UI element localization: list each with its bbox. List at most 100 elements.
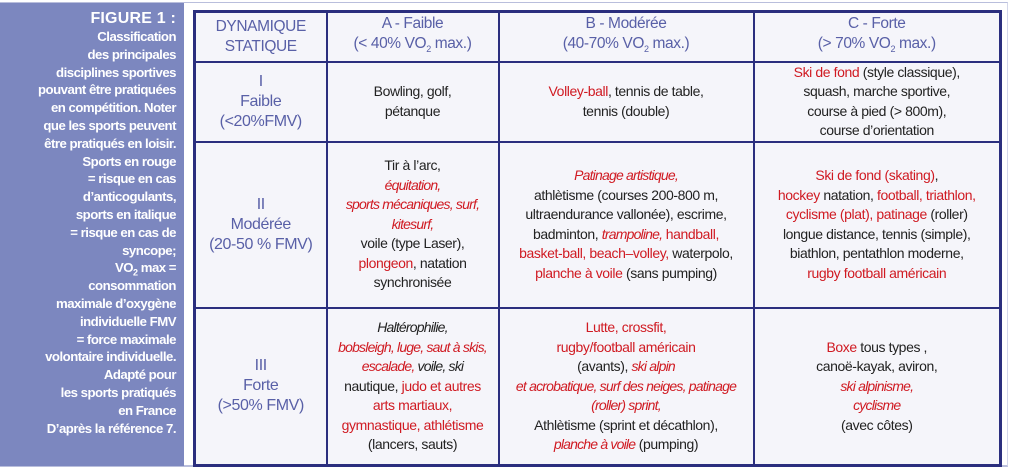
caption-line: en compétition. Noter <box>50 100 177 116</box>
table-cell: Ski de fond (style classique), squash, ma… <box>752 60 1002 143</box>
caption-line: individuelle FMV <box>79 313 177 329</box>
caption-line: d’anticogulants, <box>82 189 177 205</box>
sport-red: escalade, <box>361 358 416 374</box>
text-segment: pétanque <box>384 102 441 119</box>
text-segment: nautique, <box>344 377 402 394</box>
cell-line: cyclisme (plat), patinage (roller) <box>758 205 997 225</box>
sport-red: cyclisme (plat), patinage <box>785 206 927 222</box>
cell-line: canoë-kayak, aviron, <box>758 357 997 377</box>
cell-line: voile (type Laser), <box>331 234 495 254</box>
text-segment: Tir à l’arc, <box>384 157 441 174</box>
vo2-subscript: 2 <box>133 268 138 278</box>
cell-line: planche à voile (pumping) <box>503 435 750 455</box>
cell-line: plongeon, natation <box>331 254 495 274</box>
text-segment: longue distance, tennis (simple), <box>782 225 971 242</box>
cell-line: Bowling, golf, <box>331 82 495 102</box>
cell-line: (avec côtes) <box>758 416 997 436</box>
cell-line: (roller) sprint, <box>503 396 750 416</box>
cell-line: (lancers, sauts) <box>331 435 495 455</box>
caption-part-2: consommation maximale d’oxygène individuel… <box>4 277 176 437</box>
sport-red: ski alpin <box>631 358 675 374</box>
table-row: II Modérée (20-50 % FMV) Tir à l’arc, équita… <box>193 140 1002 309</box>
cell-line: athlètisme (courses 200-800 m, <box>503 186 750 206</box>
table-cell: Lutte, crossfit, rugby/football américain… <box>497 306 755 467</box>
table-cell: Volley-ball, tennis de table, tennis (dou… <box>497 60 755 143</box>
cell-line: Ski de fond (skating), <box>758 166 997 186</box>
text-segment: Modérée <box>230 215 292 233</box>
text-segment: (>50% FMV) <box>217 397 305 415</box>
cell-line: Lutte, crossfit, <box>503 318 750 338</box>
sport-red: équitation, <box>384 176 442 193</box>
cell-line: cyclisme <box>758 396 997 416</box>
subscript: 2 <box>644 44 649 55</box>
sport-red: Volley-ball <box>548 83 609 99</box>
text-segment: max.) <box>895 35 936 53</box>
caption-line: être pratiqués en loisir. <box>44 135 176 151</box>
text-segment: tous types , <box>856 338 928 355</box>
sport-red: Ski de fond <box>793 63 860 80</box>
text-segment: (lancers, sauts) <box>367 436 458 452</box>
cell-line: Modérée <box>199 215 323 235</box>
sport-red: Lutte, crossfit, <box>585 319 667 335</box>
sport-red: handball, <box>662 225 720 242</box>
table-cell: Ski de fond (skating), hockey natation, f… <box>752 140 1002 309</box>
text-segment: (sans pumping) <box>622 264 717 281</box>
sport-red: plongeon <box>358 254 413 271</box>
cell-line: nautique, judo et autres <box>331 377 495 397</box>
text-segment: tennis (double) <box>582 102 670 119</box>
text-segment: (pumping) <box>635 436 699 452</box>
table-cell: Patinage artistique, athlètisme (courses … <box>497 140 755 309</box>
sport-red: Patinage artistique, <box>574 167 679 183</box>
column-header: C - Forte (> 70% VO2 max.) <box>752 10 1002 63</box>
text-segment: (style classique), <box>859 63 960 80</box>
caption-line: maximale d’oxygène <box>55 295 177 311</box>
cell-line: biathlon, pentathlon moderne, <box>758 244 997 264</box>
cell-line: B - Modérée <box>503 14 750 34</box>
table-cell: Boxe tous types , canoë-kayak, aviron, ski… <box>752 306 1002 467</box>
text-segment: natation, <box>819 186 877 203</box>
text-segment: (> 70% VO <box>817 35 891 53</box>
sport-red: kitesurf, <box>391 215 435 232</box>
caption-line: Classification <box>97 29 176 44</box>
header-dynamic-static: DYNAMIQUE STATIQUE <box>193 10 328 63</box>
sport-red: rugby/football américain <box>556 338 696 355</box>
cell-line: (< 40% VO2 max.) <box>331 34 495 59</box>
cell-line: planche à voile (sans pumping) <box>503 264 750 284</box>
text-segment: (avants), <box>577 358 632 374</box>
text-segment: (<20%FMV) <box>219 112 303 130</box>
sport-red: Ski de fond (skating) <box>815 167 935 183</box>
figure-caption-panel: FIGURE 1 : Classification des principales… <box>0 3 184 466</box>
text-segment: (< 40% VO <box>353 35 427 53</box>
sport-red: basket-ball, beach–volley, <box>519 245 669 261</box>
text-segment: waterpolo, <box>668 245 733 261</box>
caption-line: que les sports peuvent <box>43 117 176 133</box>
sport-red: rugby football américain <box>807 264 947 281</box>
text-segment: C - Forte <box>847 15 906 33</box>
table-row: III Forte (>50% FMV) Haltérophilie, bobsleig… <box>193 306 1002 467</box>
sport-red: ski alpinisme, <box>840 377 914 394</box>
text-segment: III <box>254 357 268 375</box>
sport-red: planche à voile <box>553 436 636 452</box>
caption-line: = force maximale <box>76 331 177 347</box>
header-row: DYNAMIQUE STATIQUE A - Faible (< 40% VO2 ma… <box>193 10 1002 63</box>
text-segment: Bowling, golf, <box>373 83 452 99</box>
text-segment: course à pied (> 800m), <box>807 102 947 119</box>
sport-red: cyclisme <box>853 397 901 413</box>
cell-line: badminton, trampoline, handball, <box>503 225 750 245</box>
sport-red: sports mécaniques, surf, <box>345 196 480 213</box>
text-segment: , tennis de table, <box>607 83 704 99</box>
cell-line: Faible <box>199 92 323 112</box>
column-header: A - Faible (< 40% VO2 max.) <box>325 10 500 63</box>
text-segment: , natation <box>412 254 467 271</box>
cell-line: ski alpinisme, <box>758 377 997 397</box>
caption-line: = risque en cas de <box>70 224 176 240</box>
figure-label: FIGURE 1 : <box>90 10 176 27</box>
cell-line: sports mécaniques, surf, <box>331 195 495 215</box>
cell-line: bobsleigh, luge, saut à skis, <box>331 338 495 358</box>
text-segment: squash, marche sportive, <box>803 83 951 99</box>
cell-line: I <box>199 72 323 92</box>
table-cell: Tir à l’arc, équitation, sports mécaniques… <box>325 140 500 309</box>
cell-line: hockey natation, football, triathlon, <box>758 186 997 206</box>
caption-line: sports en italique <box>75 206 177 222</box>
sport-red: hockey <box>777 186 820 203</box>
